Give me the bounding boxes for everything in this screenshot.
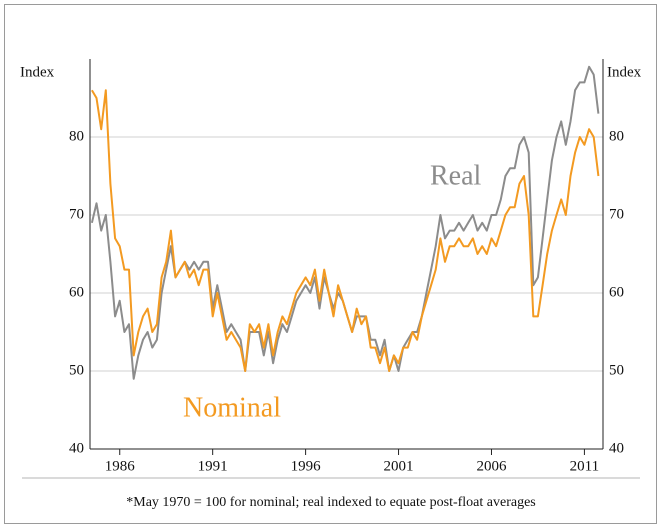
y2-tick-label: 80 [609,128,624,144]
frame [4,4,657,524]
x-tick-label: 1991 [198,458,228,474]
y-tick-label: 80 [69,128,84,144]
x-tick-label: 2011 [570,458,599,474]
y-tick-label: 40 [69,440,84,456]
x-tick-label: 2001 [384,458,414,474]
x-tick-label: 2006 [476,458,507,474]
annotation-nominal: Nominal [183,392,281,423]
y-tick-label: 50 [69,362,84,378]
y2-tick-label: 60 [609,284,624,300]
y2-tick-label: 70 [609,206,624,222]
y2-tick-label: 50 [609,362,624,378]
x-tick-label: 1996 [291,458,322,474]
annotation-real: Real [430,160,482,191]
x-tick-label: 1986 [105,458,136,474]
y-tick-label: 70 [69,206,84,222]
footnote: *May 1970 = 100 for nominal; real indexe… [126,495,536,510]
y-axis-label: Index [20,64,55,80]
series-line [90,65,600,380]
y-tick-label: 60 [69,284,84,300]
y2-axis-label: Index [607,64,642,80]
y2-tick-label: 40 [609,440,624,456]
series-line [91,89,600,372]
